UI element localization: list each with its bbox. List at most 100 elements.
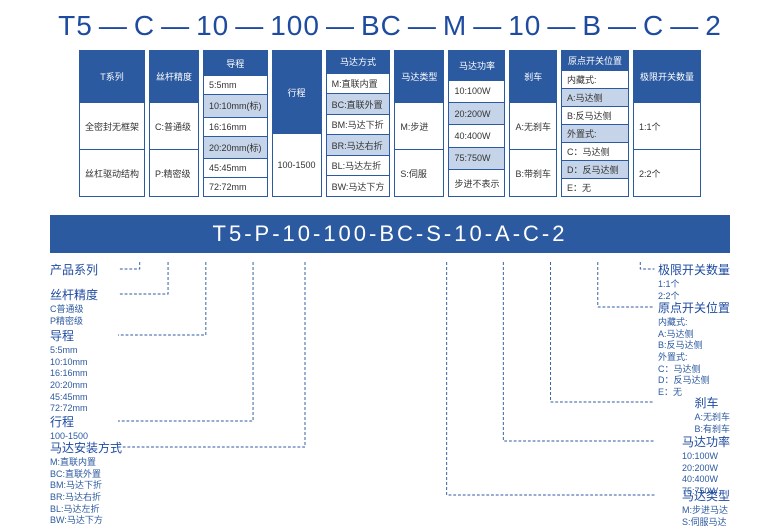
dash: — <box>670 10 699 42</box>
bottom-diagram: 产品系列丝杆精度C普通级P精密级导程5:5mm10:10mm16:16mm20:… <box>50 261 730 501</box>
group-line: 45:45mm <box>50 392 88 404</box>
col-cell: B:反马达侧 <box>561 107 628 125</box>
col-cell: C：马达侧 <box>561 143 628 161</box>
group-line: BC:直联外置 <box>50 469 122 481</box>
group-line: 16:16mm <box>50 368 88 380</box>
group-title: 马达类型 <box>682 487 730 504</box>
col-header: 导程 <box>204 51 268 76</box>
col-header: 丝杆精度 <box>150 51 199 103</box>
group-line: BL:马达左折 <box>50 504 122 516</box>
spec-column: 刹车A:无刹车B:带刹车 <box>509 50 557 197</box>
col-header: T系列 <box>79 51 144 103</box>
group-line: M:直联内置 <box>50 457 122 469</box>
col-cell: BL:马达左折 <box>326 155 390 176</box>
group-line: 10:10mm <box>50 357 88 369</box>
code-seg: BC <box>361 10 402 42</box>
group-line: D：反马达侧 <box>658 375 730 387</box>
col-cell: 10:10mm(标) <box>204 95 268 118</box>
group-line: 10:100W <box>682 451 730 463</box>
col-cell: 40:400W <box>449 125 505 147</box>
col-header: 马达功率 <box>449 51 505 81</box>
col-cell: E：无 <box>561 179 628 197</box>
group-title: 极限开关数量 <box>658 261 730 278</box>
col-cell: M:直联内置 <box>326 73 390 94</box>
col-cell: 20:20mm(标) <box>204 136 268 159</box>
col-cell: 步进不表示 <box>449 170 505 197</box>
code-seg: C <box>134 10 155 42</box>
dash: — <box>99 10 128 42</box>
col-cell: BM:马达下折 <box>326 114 390 135</box>
spec-column: 极限开关数量1:1个2:2个 <box>633 50 701 197</box>
col-cell: P:精密级 <box>150 150 199 197</box>
col-cell: 20:200W <box>449 103 505 125</box>
group-line: BM:马达下折 <box>50 480 122 492</box>
group-line: 1:1个 <box>658 279 730 291</box>
code-seg: 100 <box>270 10 320 42</box>
col-cell: A:无刹车 <box>510 103 557 150</box>
col-header: 马达方式 <box>326 51 390 74</box>
col-cell: 75:750W <box>449 147 505 169</box>
group-title: 导程 <box>50 327 88 344</box>
col-cell: A:马达侧 <box>561 89 628 107</box>
col-cell: 5:5mm <box>204 76 268 95</box>
spec-group: 产品系列 <box>50 261 98 279</box>
spec-group: 极限开关数量1:1个2:2个 <box>658 261 730 302</box>
col-cell: 丝杠驱动结构 <box>79 150 144 197</box>
code-seg: C <box>643 10 664 42</box>
group-line: BW:马达下方 <box>50 515 122 527</box>
spec-column: 原点开关位置内藏式:A:马达侧B:反马达侧外置式:C：马达侧D：反马达侧E：无 <box>561 50 629 197</box>
col-cell: 45:45mm <box>204 159 268 178</box>
col-cell: 2:2个 <box>633 150 700 197</box>
dash: — <box>161 10 190 42</box>
group-title: 原点开关位置 <box>658 299 730 316</box>
spec-column: 马达类型M:步进S:伺服 <box>394 50 444 197</box>
col-header: 极限开关数量 <box>633 51 700 103</box>
group-line: B:反马达侧 <box>658 340 730 352</box>
spec-column: 马达方式M:直联内置BC:直联外置BM:马达下折BR:马达右折BL:马达左折BW… <box>326 50 391 197</box>
group-title: 马达功率 <box>682 433 730 450</box>
col-cell: 10:100W <box>449 80 505 102</box>
col-cell: 16:16mm <box>204 117 268 136</box>
spec-group: 马达安装方式M:直联内置BC:直联外置BM:马达下折BR:马达右折BL:马达左折… <box>50 439 122 527</box>
spec-column: 丝杆精度C:普通级P:精密级 <box>149 50 199 197</box>
group-line: 5:5mm <box>50 345 88 357</box>
col-cell: 100-1500 <box>272 134 321 197</box>
group-line: A:无刹车 <box>694 412 730 424</box>
group-line: 20:20mm <box>50 380 88 392</box>
group-title: 马达安装方式 <box>50 439 122 456</box>
dash: — <box>608 10 637 42</box>
col-cell: 1:1个 <box>633 103 700 150</box>
dash: — <box>547 10 576 42</box>
group-title: 行程 <box>50 413 88 430</box>
dash: — <box>235 10 264 42</box>
spec-group: 刹车A:无刹车B:有刹车 <box>694 394 730 435</box>
col-cell: 外置式: <box>561 125 628 143</box>
col-cell: BC:直联外置 <box>326 94 390 115</box>
group-line: 外置式: <box>658 352 730 364</box>
code-seg: 2 <box>705 10 722 42</box>
col-cell: 内藏式: <box>561 71 628 89</box>
code-seg: 10 <box>508 10 541 42</box>
col-cell: BW:马达下方 <box>326 176 390 197</box>
col-cell: 72:72mm <box>204 178 268 197</box>
col-header: 原点开关位置 <box>561 51 628 71</box>
top-code: T5—C—10—100—BC—M—10—B—C—2 <box>20 10 760 42</box>
spec-column: 导程5:5mm10:10mm(标)16:16mm20:20mm(标)45:45m… <box>203 50 268 197</box>
group-title: 丝杆精度 <box>50 286 98 303</box>
spec-group: 马达类型M:步进马达S:伺服马达 <box>682 487 730 528</box>
spec-group: 导程5:5mm10:10mm16:16mm20:20mm45:45mm72:72… <box>50 327 88 415</box>
spec-tables: T系列全密封无框架丝杠驱动结构丝杆精度C:普通级P:精密级导程5:5mm10:1… <box>20 50 760 197</box>
col-header: 刹车 <box>510 51 557 103</box>
spec-column: T系列全密封无框架丝杠驱动结构 <box>79 50 145 197</box>
col-header: 马达类型 <box>395 51 444 103</box>
group-line: P精密级 <box>50 316 98 328</box>
code-seg: 10 <box>196 10 229 42</box>
col-cell: C:普通级 <box>150 103 199 150</box>
code-seg: B <box>582 10 602 42</box>
group-line: A:马达侧 <box>658 329 730 341</box>
col-cell: S:伺服 <box>395 150 444 197</box>
group-line: C普通级 <box>50 304 98 316</box>
group-line: BR:马达右折 <box>50 492 122 504</box>
spec-column: 行程100-1500 <box>272 50 322 197</box>
spec-group: 丝杆精度C普通级P精密级 <box>50 286 98 327</box>
